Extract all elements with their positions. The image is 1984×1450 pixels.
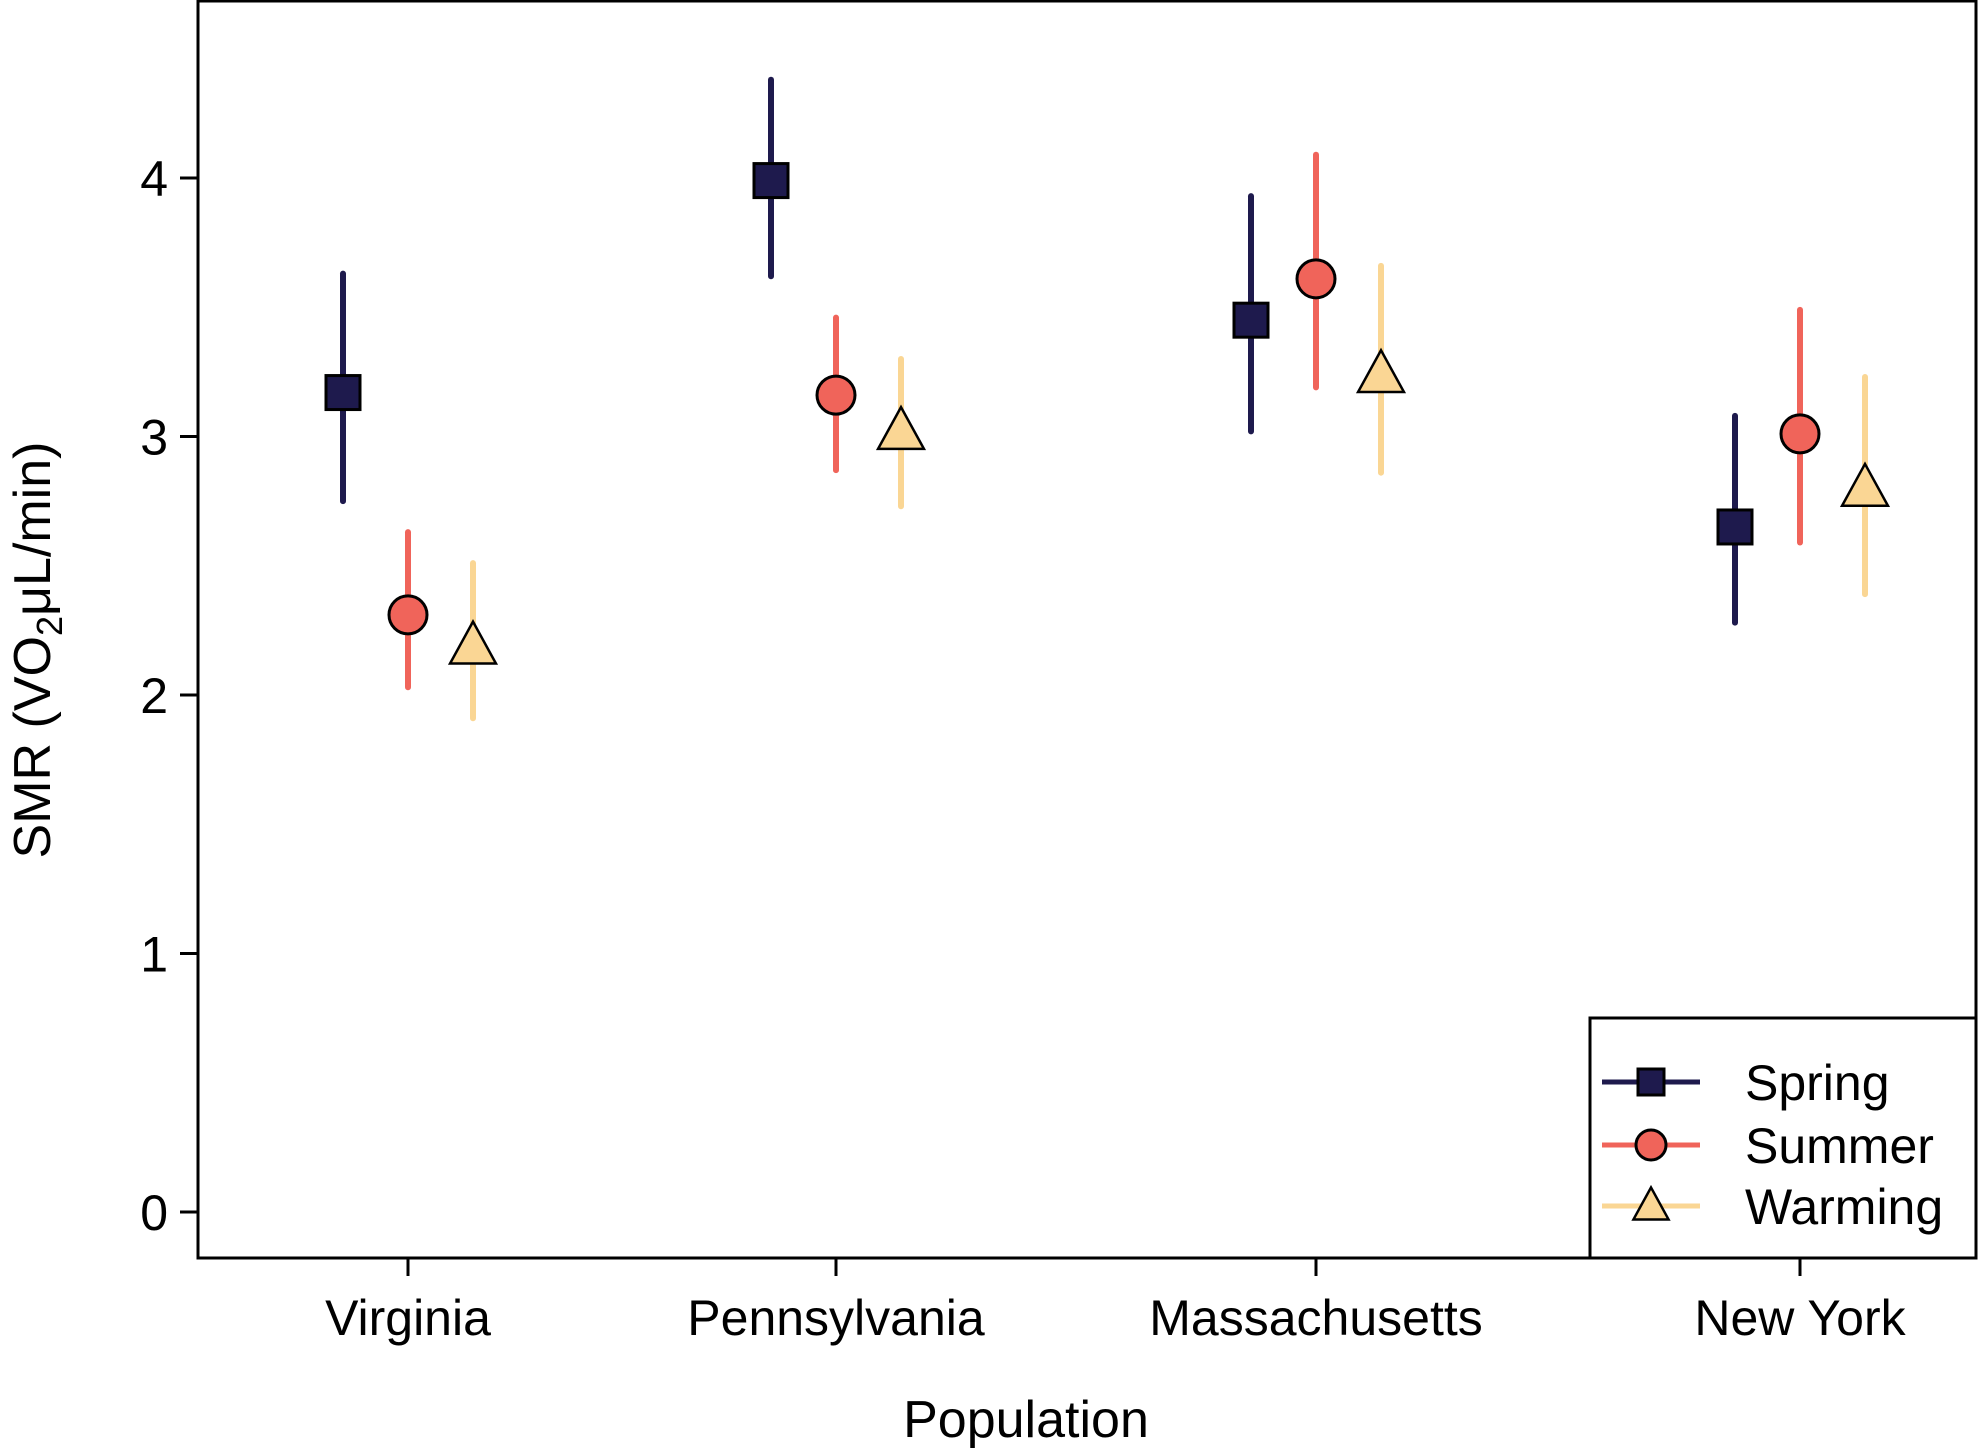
legend-label-warming: Warming [1745,1179,1943,1235]
y-tick-label-2: 2 [140,668,168,724]
point-spring-1 [752,162,790,200]
plot-frame [196,0,1978,1260]
legend-label-summer: Summer [1745,1118,1934,1174]
y-tick-label-4: 4 [140,151,168,207]
series-summer [387,151,1821,691]
y-axis-title-subscript: 2 [29,616,70,636]
point-summer-3 [1779,413,1821,455]
y-axis-title: SMR (VO2μL/min) [4,442,70,859]
series-warming [447,262,1891,722]
point-warming-0 [447,619,499,665]
x-tick-label-1: Pennsylvania [687,1290,985,1346]
point-warming-1 [875,404,927,451]
point-spring-3 [1716,508,1754,546]
axes: 0 1 2 3 4 Virginia Pennsylvania Massachusetts Ne… [140,151,1906,1346]
point-summer-2 [1295,258,1337,300]
x-tick-label-3: New York [1694,1290,1906,1346]
x-tick-label-2: Massachusetts [1149,1290,1482,1346]
series-spring [324,76,1754,626]
x-tick-label-0: Virginia [325,1290,491,1346]
y-axis-title-main: SMR (VO [4,636,62,858]
legend-marker-warming [1631,1184,1671,1221]
y-tick-label-3: 3 [140,410,168,466]
y-tick-label-0: 0 [140,1185,168,1241]
y-tick-label-1: 1 [140,927,168,983]
point-summer-1 [815,374,857,416]
legend-marker-spring [1636,1067,1666,1097]
legend-marker-summer [1634,1128,1668,1162]
series-layer [324,76,1891,722]
point-spring-0 [324,374,362,412]
point-warming-2 [1355,347,1407,394]
point-spring-2 [1232,301,1270,339]
x-axis-title: Population [903,1391,1149,1449]
point-warming-3 [1839,461,1891,508]
y-axis-title-unit: μL/min) [4,442,62,616]
legend-label-spring: Spring [1745,1055,1890,1111]
point-summer-0 [387,594,429,636]
